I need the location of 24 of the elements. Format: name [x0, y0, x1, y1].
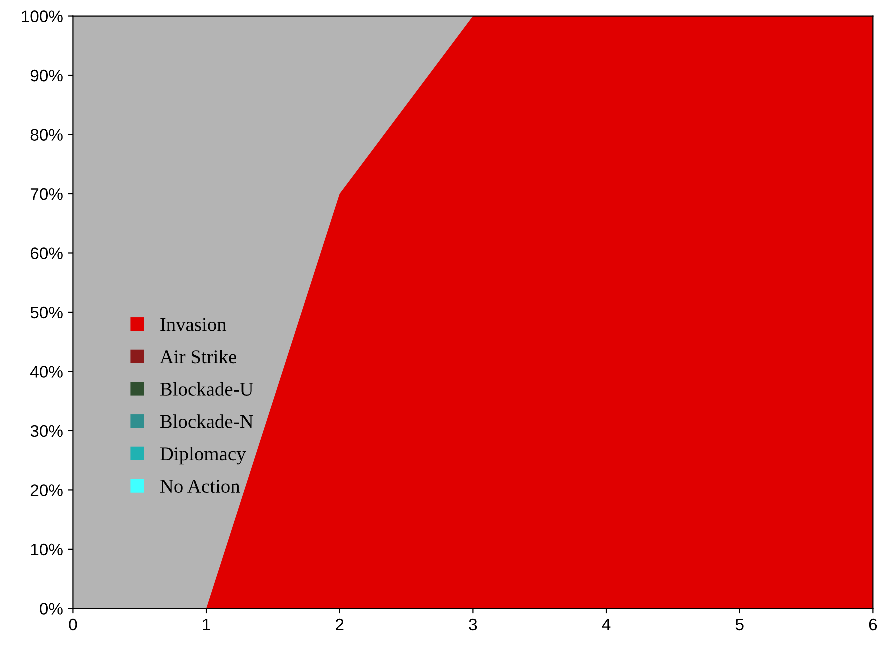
y-tick-label: 60% — [30, 248, 63, 260]
x-tick-label: 2 — [336, 618, 344, 630]
y-tick-label: 70% — [30, 188, 63, 200]
y-tick-label: 80% — [30, 129, 63, 141]
y-tick-label: 90% — [30, 70, 63, 82]
x-tick-label: 6 — [869, 618, 878, 631]
legend-label: Invasion — [160, 318, 227, 332]
x-tick-label: 3 — [469, 618, 478, 631]
y-tick-label: 40% — [30, 366, 63, 378]
x-tick-label: 5 — [736, 619, 744, 631]
legend-label: Blockade-U — [160, 382, 254, 396]
y-tick-label: 20% — [30, 484, 63, 496]
y-tick-label: 30% — [30, 425, 63, 438]
legend-label: No Action — [160, 480, 240, 494]
legend-label: Blockade-N — [160, 414, 254, 428]
y-tick-label: 10% — [31, 544, 63, 556]
y-tick-label: 50% — [30, 306, 63, 319]
legend-label: Diplomacy — [160, 446, 246, 465]
x-tick-label: 0 — [69, 618, 78, 631]
x-tick-label: 4 — [602, 619, 611, 630]
y-tick-label: 100% — [22, 10, 63, 22]
x-tick-label: 1 — [203, 619, 210, 630]
y-tick-label: 0% — [40, 603, 63, 615]
legend-label: Air Strike — [160, 350, 236, 364]
